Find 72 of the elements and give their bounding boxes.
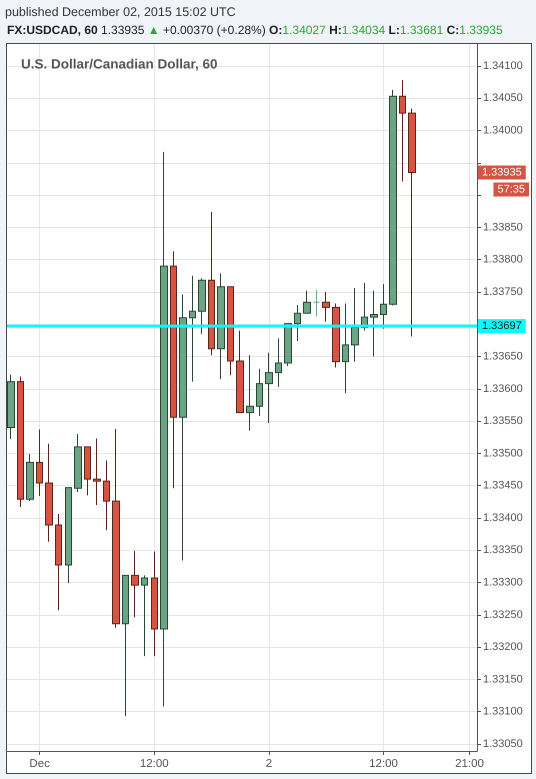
x-tick-label: 21:00 [455, 758, 484, 770]
x-tick-label: 12:00 [140, 758, 169, 770]
candlestick [246, 354, 254, 432]
candlestick [179, 294, 187, 562]
candlestick [408, 108, 416, 337]
candlestick [112, 428, 120, 628]
candlestick [380, 284, 387, 330]
y-tick-label: 1.33250 [483, 608, 523, 621]
candlestick [313, 289, 320, 317]
candlestick [265, 352, 273, 424]
y-tick-label: 1.33650 [483, 350, 523, 362]
y-tick-label: 1.33750 [483, 286, 523, 298]
candlestick [256, 368, 263, 416]
y-tick-label: 1.33300 [483, 576, 523, 588]
y-tick-label: 1.34000 [483, 124, 523, 137]
y-tick-label: 1.33850 [483, 221, 523, 234]
candlestick [303, 290, 311, 314]
candlestick [103, 460, 110, 531]
candlestick [55, 514, 62, 611]
y-tick-label: 1.33600 [483, 382, 523, 395]
text: 1.33935 [482, 166, 522, 178]
candlestick [189, 275, 196, 382]
y-tick-label: 1.33550 [483, 415, 523, 428]
x-tick-label: 12:00 [369, 758, 398, 770]
candlestick [17, 376, 24, 508]
x-tick-label: Dec [29, 758, 50, 770]
candlestick [151, 550, 158, 657]
candlestick [74, 433, 82, 493]
candlestick [227, 286, 234, 376]
candlestick [131, 550, 139, 618]
candlestick [217, 272, 225, 380]
candlestick [141, 574, 148, 657]
candlestick [332, 303, 340, 368]
text: published December 02, 2015 15:02 UTC [5, 4, 237, 21]
candlestick [351, 288, 359, 362]
candlestick [284, 323, 292, 367]
text: 57:35 [497, 183, 525, 196]
candlestick [65, 487, 72, 584]
candlestick [122, 574, 129, 717]
candlestick [294, 304, 301, 342]
y-tick-label: 1.33450 [483, 480, 523, 492]
ref-line-label: 1.33697 [482, 320, 522, 332]
candlestick [26, 453, 34, 502]
candlestick [84, 446, 91, 496]
y-tick-label: 1.33100 [483, 706, 523, 718]
x-tick-label: 2 [266, 758, 272, 770]
candlestick [389, 89, 397, 306]
y-tick-label: 1.33350 [483, 544, 523, 556]
y-tick-label: 1.33050 [483, 738, 523, 750]
y-tick-label: 1.34050 [483, 92, 523, 104]
y-tick-label: 1.33150 [483, 673, 523, 686]
candlestick [208, 211, 215, 356]
text: U.S. Dollar/Canadian Dollar, 60 [21, 56, 218, 72]
candlestick [275, 338, 282, 388]
candlestick [170, 250, 177, 489]
candlestick [36, 428, 43, 496]
y-tick-label: 1.33800 [483, 254, 523, 266]
candlestick [399, 80, 406, 182]
y-tick-label: 1.34100 [483, 60, 523, 72]
candlestick [342, 303, 349, 394]
candlestick [236, 330, 244, 414]
y-tick-label: 1.33400 [483, 512, 523, 524]
candlestick [160, 151, 168, 707]
text: FX:USDCAD, 60 1.33935 ▲ +0.00370 (+0.28%) O:1.34027 H:1.34034 L:1.33681 C:1.33935 [7, 23, 503, 37]
candlestick [322, 291, 330, 322]
candlestick [198, 278, 206, 334]
candlestick [370, 290, 378, 357]
candlestick [93, 438, 101, 506]
candlestick [7, 374, 15, 440]
candlestick [45, 443, 53, 542]
y-tick-label: 1.33200 [483, 641, 523, 654]
y-tick-label: 1.33500 [483, 447, 523, 460]
